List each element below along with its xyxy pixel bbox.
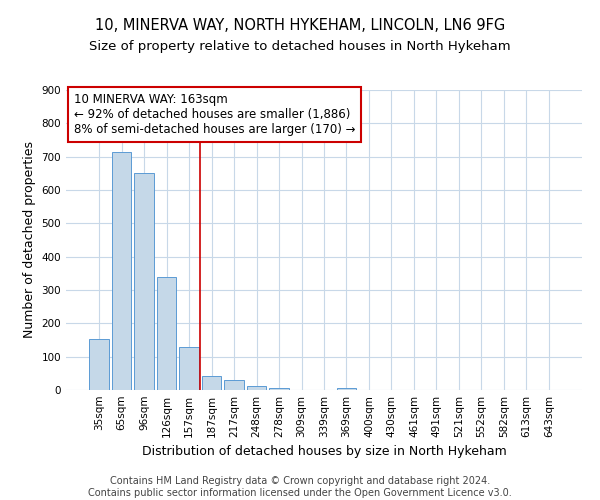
Bar <box>269 388 289 390</box>
Y-axis label: Number of detached properties: Number of detached properties <box>23 142 36 338</box>
Bar <box>157 276 176 390</box>
Text: Contains HM Land Registry data © Crown copyright and database right 2024.
Contai: Contains HM Land Registry data © Crown c… <box>88 476 512 498</box>
Bar <box>112 152 131 390</box>
Bar <box>134 172 154 390</box>
Bar <box>224 380 244 390</box>
Text: 10, MINERVA WAY, NORTH HYKEHAM, LINCOLN, LN6 9FG: 10, MINERVA WAY, NORTH HYKEHAM, LINCOLN,… <box>95 18 505 32</box>
Bar <box>337 388 356 390</box>
Bar <box>247 386 266 390</box>
Text: 10 MINERVA WAY: 163sqm
← 92% of detached houses are smaller (1,886)
8% of semi-d: 10 MINERVA WAY: 163sqm ← 92% of detached… <box>74 93 355 136</box>
Bar <box>89 340 109 390</box>
Bar <box>179 346 199 390</box>
X-axis label: Distribution of detached houses by size in North Hykeham: Distribution of detached houses by size … <box>142 446 506 458</box>
Bar <box>202 376 221 390</box>
Text: Size of property relative to detached houses in North Hykeham: Size of property relative to detached ho… <box>89 40 511 53</box>
